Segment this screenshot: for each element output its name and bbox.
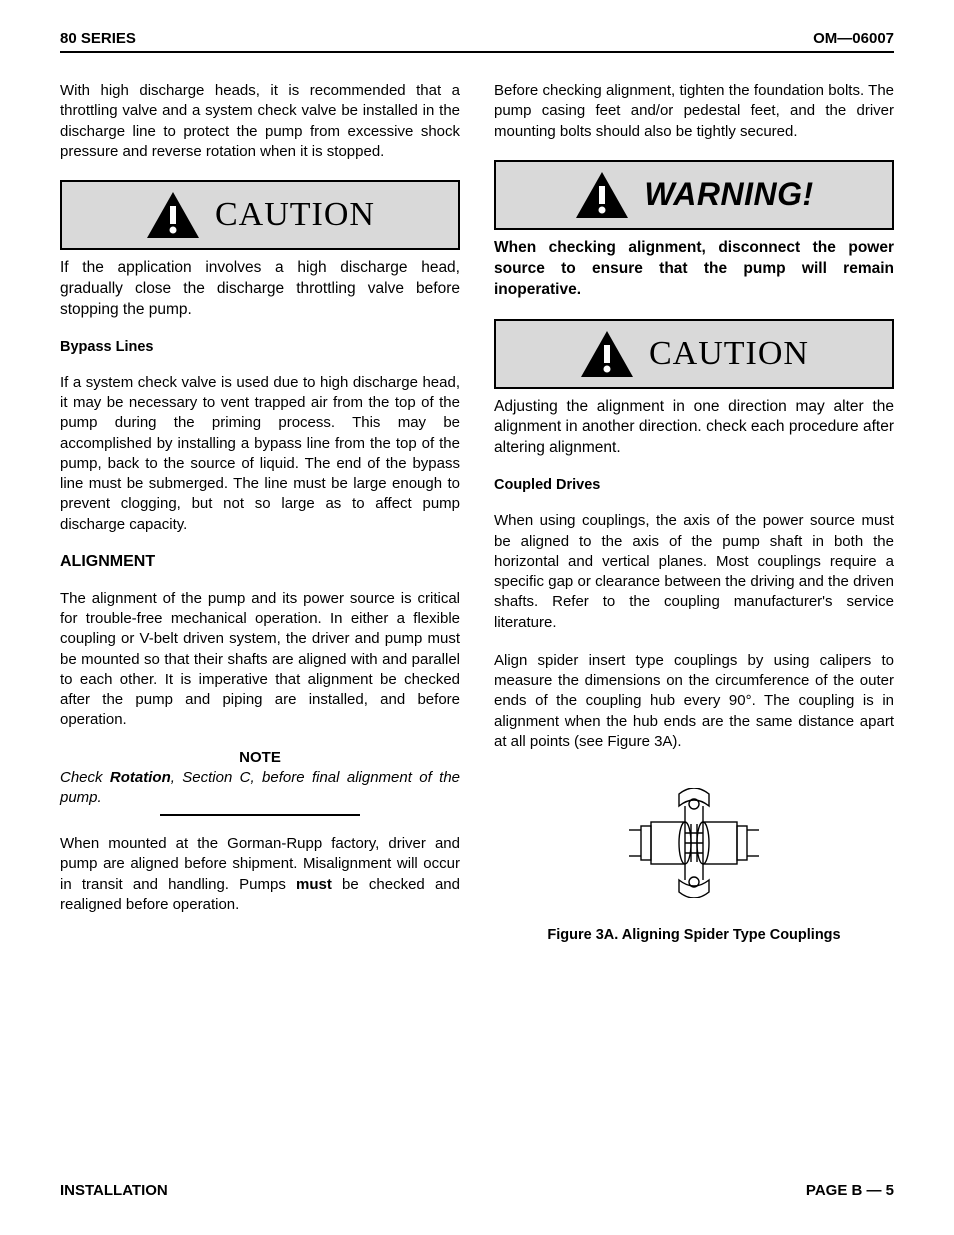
bypass-body: If a system check valve is used due to h…	[60, 373, 460, 535]
coupling-diagram-icon	[619, 788, 769, 898]
note-prefix: Check	[60, 769, 110, 786]
caution-box-1: CAUTION	[60, 180, 460, 250]
factory-paragraph: When mounted at the Gorman-Rupp factory,…	[60, 834, 460, 915]
figure-3a: Figure 3A. Aligning Spider Type Coupling…	[494, 788, 894, 943]
warning-triangle-icon	[145, 190, 201, 240]
caution-label: CAUTION	[215, 196, 375, 234]
alignment-body: The alignment of the pump and its power …	[60, 589, 460, 731]
note-bold: Rotation	[110, 769, 171, 786]
left-column: With high discharge heads, it is recomme…	[60, 81, 460, 955]
figure-3a-caption: Figure 3A. Aligning Spider Type Coupling…	[494, 927, 894, 943]
bypass-heading: Bypass Lines	[60, 339, 460, 355]
note-body: Check Rotation, Section C, before final …	[60, 768, 460, 809]
right-intro: Before checking alignment, tighten the f…	[494, 81, 894, 142]
two-column-layout: With high discharge heads, it is recomme…	[60, 81, 894, 955]
caution-2-text: Adjusting the alignment in one direction…	[494, 397, 894, 460]
warning-label: WARNING!	[644, 176, 813, 213]
factory-bold: must	[296, 876, 332, 893]
header-right: OM—06007	[813, 30, 894, 47]
note-title: NOTE	[60, 749, 460, 766]
warning-triangle-icon	[579, 329, 635, 379]
warning-box: WARNING!	[494, 160, 894, 230]
note-divider	[160, 814, 360, 816]
coupled-p2: Align spider insert type couplings by us…	[494, 651, 894, 752]
warning-triangle-icon	[574, 170, 630, 220]
warning-text: When checking alignment, disconnect the …	[494, 238, 894, 301]
caution-label-2: CAUTION	[649, 335, 809, 373]
intro-paragraph: With high discharge heads, it is recomme…	[60, 81, 460, 162]
page: 80 SERIES OM—06007 With high discharge h…	[0, 0, 954, 1235]
alignment-heading: ALIGNMENT	[60, 553, 460, 571]
coupled-heading: Coupled Drives	[494, 477, 894, 493]
caution-1-text: If the application involves a high disch…	[60, 258, 460, 321]
coupled-p1: When using couplings, the axis of the po…	[494, 511, 894, 633]
caution-box-2: CAUTION	[494, 319, 894, 389]
header-left: 80 SERIES	[60, 30, 136, 47]
footer-left: INSTALLATION	[60, 1182, 168, 1199]
right-column: Before checking alignment, tighten the f…	[494, 81, 894, 955]
page-footer: INSTALLATION PAGE B — 5	[60, 1182, 894, 1199]
footer-right: PAGE B — 5	[806, 1182, 894, 1199]
page-header: 80 SERIES OM—06007	[60, 30, 894, 53]
